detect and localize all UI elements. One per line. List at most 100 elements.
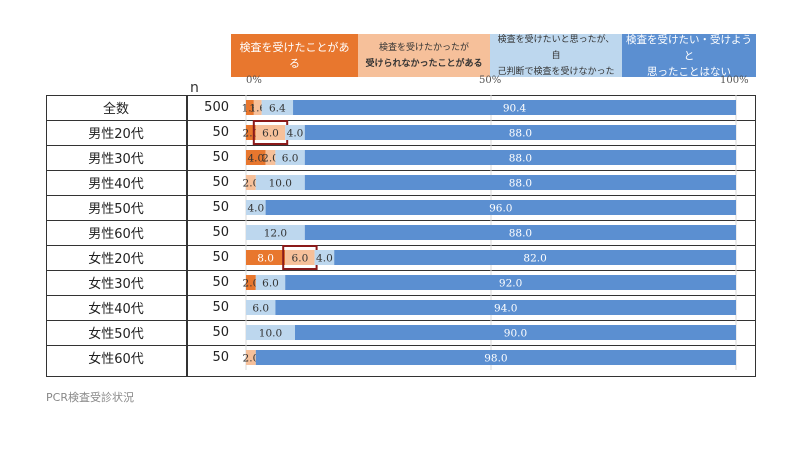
category-label: 女性40代 [88,302,144,317]
data-label: 4.0 [247,153,264,165]
x-tick-label: 100% [720,75,749,86]
category-label: 男性20代 [88,127,144,142]
bar-segment [304,150,736,165]
n-value: 50 [212,125,229,140]
data-label: 10.0 [259,328,282,340]
data-label: 88.0 [509,153,532,165]
bar-segment [255,175,305,190]
row-separator [46,295,756,296]
data-label: 2.0 [262,153,279,165]
table-column-divider [186,95,188,377]
category-label: 男性30代 [88,152,144,167]
data-label: 96.0 [489,203,512,215]
bar-segment [246,225,305,240]
data-label: 6.0 [262,278,279,290]
n-value: 50 [212,300,229,315]
data-label: 90.4 [503,103,527,115]
bar-segment [246,175,256,190]
legend-item-self-judged-not-tested: 検査を受けたいと思ったが、自 己判断で検査を受けなかった [490,34,622,77]
row-separator [46,270,756,271]
bar-segment [246,300,276,315]
n-value: 50 [212,200,229,215]
bar-segment [334,250,736,265]
data-label: 88.0 [509,178,532,190]
bar-segment [246,100,254,115]
data-label: 6.0 [292,253,309,265]
n-value: 50 [212,250,229,265]
bar-segment [253,100,262,115]
bar-segment [246,200,266,215]
bar-segment [246,275,256,290]
legend-label-line-2: 思ったことはない [647,65,731,78]
legend-label-line-2: 己判断で検査を受けなかった [497,66,615,77]
data-label: 4.0 [316,253,333,265]
category-label: 男性60代 [88,227,144,242]
bar-segment [314,250,335,265]
bar-segment [285,125,305,140]
bar-segment [295,325,736,340]
row-separator [46,320,756,321]
data-label: 82.0 [523,253,546,265]
bar-segment [246,350,256,365]
row-separator [46,220,756,221]
data-label: 92.0 [499,278,522,290]
category-label: 全数 [102,102,129,117]
category-label: 女性50代 [88,327,144,342]
bar-segment [285,275,736,290]
row-separator [46,195,756,196]
n-value: 50 [212,350,229,365]
data-label: 90.0 [504,328,527,340]
n-value: 50 [212,325,229,340]
data-label: 2.0 [243,278,260,290]
data-label: 6.0 [262,128,279,140]
n-column-header: n [190,80,199,96]
bar-segment [275,150,305,165]
data-label: 10.0 [269,178,292,190]
bar-segment [246,125,256,140]
data-label: 4.0 [247,203,264,215]
row-separator [46,245,756,246]
bar-segment [261,100,294,115]
data-label: 8.0 [257,253,274,265]
data-label: 2.0 [243,353,260,365]
bar-segment [246,250,286,265]
data-label: 88.0 [509,228,532,240]
category-label: 男性50代 [88,202,144,217]
bar-segment [265,200,736,215]
data-label: 6.4 [269,103,286,115]
legend-label-line-1: 検査を受けたかったが [378,42,469,53]
bar-segment [255,275,286,290]
data-label: 6.0 [252,303,269,315]
category-label: 女性60代 [88,352,144,367]
data-label: 98.0 [484,353,507,365]
n-value: 50 [212,225,229,240]
category-label: 女性30代 [88,277,144,292]
data-label: 2.0 [243,178,260,190]
bar-segment [246,325,295,340]
bar-segment [255,125,286,140]
legend-item-wanted-but-unable: 検査を受けたかったが 受けられなかったことがある [358,34,490,77]
row-separator [46,170,756,171]
legend-label-line-1: 検査を受けたいと思ったが、自 [497,34,615,61]
bar-segment [304,125,736,140]
bar-segment [265,150,276,165]
data-label: 6.0 [282,153,299,165]
x-tick-label: 50% [479,75,502,86]
bar-segment [255,350,737,365]
data-label: 12.0 [264,228,287,240]
legend-label-line-1: 検査を受けたい・受けようと [626,33,752,62]
legend-item-never-wanted: 検査を受けたい・受けようと 思ったことはない [622,33,756,78]
data-label: 94.0 [494,303,517,315]
bar-segment [293,100,736,115]
bar-segment [304,175,736,190]
n-value: 500 [204,100,229,115]
bar-segment [285,250,315,265]
category-label: 女性20代 [88,252,144,267]
data-label: 4.0 [287,128,304,140]
row-separator [46,120,756,121]
row-separator [46,145,756,146]
n-value: 50 [212,175,229,190]
bar-segment [304,225,736,240]
legend-label-line-2: 受けられなかったことがある [365,58,483,69]
